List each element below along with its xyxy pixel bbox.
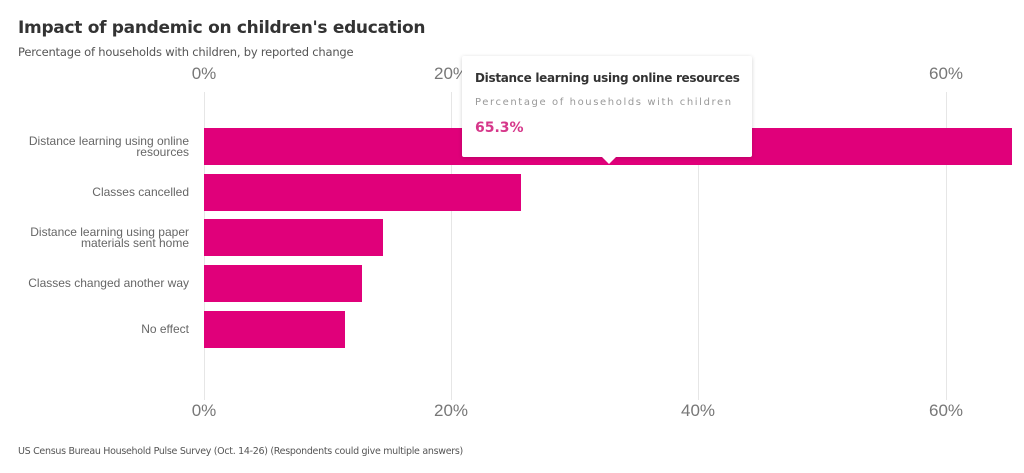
bottom-axis-tick: 60% bbox=[928, 401, 964, 420]
bar[interactable] bbox=[204, 219, 384, 256]
bar[interactable] bbox=[204, 174, 521, 211]
category-label: Distance learning using paper materials … bbox=[30, 224, 189, 250]
category-label: Classes changed another way bbox=[28, 276, 189, 290]
tooltip: Distance learning using online resources… bbox=[462, 56, 752, 164]
bar[interactable] bbox=[204, 265, 363, 302]
category-label: Distance learning using online resources bbox=[28, 133, 189, 159]
tooltip-series-label: Percentage of households with children bbox=[475, 97, 733, 108]
top-axis-tick: 20% bbox=[433, 64, 469, 83]
tooltip-value: 65.3% bbox=[475, 120, 524, 136]
gridline-20 bbox=[451, 92, 452, 400]
category-label: Classes cancelled bbox=[92, 185, 189, 199]
chart-title: Impact of pandemic on children's educati… bbox=[18, 18, 426, 38]
chart-subtitle: Percentage of households with children, … bbox=[18, 45, 354, 59]
top-axis-tick: 0% bbox=[191, 64, 217, 83]
bottom-axis-tick: 0% bbox=[191, 401, 217, 420]
bar[interactable] bbox=[204, 311, 346, 348]
gridline-60 bbox=[946, 92, 947, 400]
source-note: US Census Bureau Household Pulse Survey … bbox=[18, 446, 463, 457]
tooltip-title: Distance learning using online resources bbox=[475, 71, 740, 85]
category-label: No effect bbox=[141, 322, 189, 336]
bottom-axis-tick: 40% bbox=[680, 401, 716, 420]
gridline-40 bbox=[698, 92, 699, 400]
top-axis-tick: 60% bbox=[928, 64, 964, 83]
bottom-axis-tick: 20% bbox=[433, 401, 469, 420]
